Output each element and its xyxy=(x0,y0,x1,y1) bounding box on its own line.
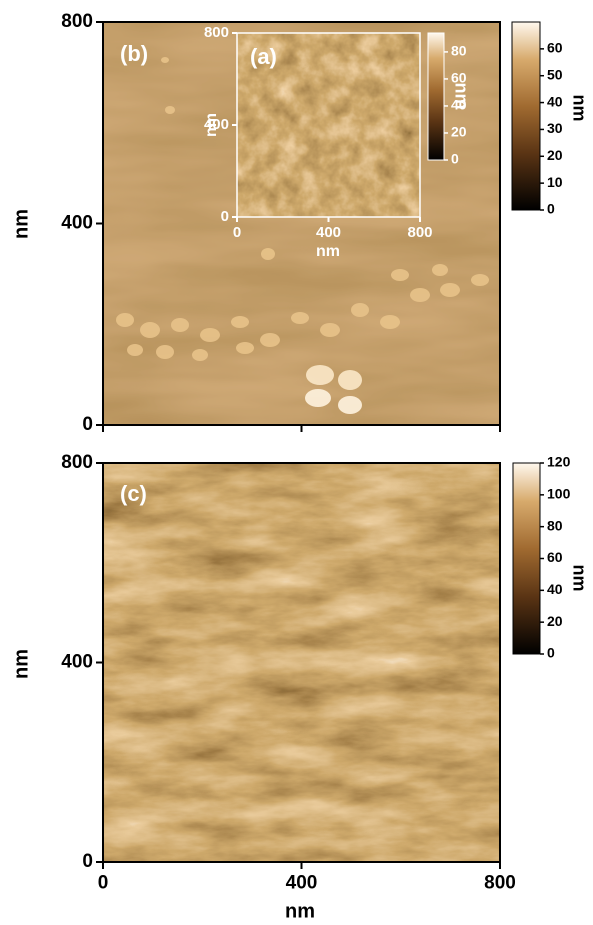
colorbar-tick-label: 100 xyxy=(547,486,571,502)
colorbar-tick-label: 50 xyxy=(547,66,563,82)
colorbar-tick-label: 120 xyxy=(547,454,571,470)
y-tick-label: 400 xyxy=(61,652,93,673)
x-tick-label: 800 xyxy=(407,224,432,241)
colorbar-tick-label: 0 xyxy=(451,151,459,167)
surface-image xyxy=(103,463,500,862)
y-tick-label: 0 xyxy=(82,414,93,435)
panel-label: (b) xyxy=(120,41,148,66)
panel-c: (c) 0 400 800 0 400 800 nm nm 0 20 40 60 80 100 120 nm xyxy=(10,452,589,922)
y-tick-label: 800 xyxy=(61,11,93,32)
colorbar-tick-label: 80 xyxy=(451,43,467,59)
y-tick-label: 0 xyxy=(221,208,229,225)
colorbar xyxy=(511,21,541,211)
x-tick-label: 400 xyxy=(316,224,341,241)
colorbar-tick-label: 40 xyxy=(451,97,467,113)
colorbar-tick-label: 20 xyxy=(547,147,563,163)
x-tick-label: 400 xyxy=(286,872,318,893)
colorbar-tick-label: 20 xyxy=(547,613,563,629)
colorbar-tick-label: 30 xyxy=(547,120,563,136)
x-tick-label: 800 xyxy=(484,872,516,893)
x-axis-label: nm xyxy=(285,900,315,922)
y-tick-label: 800 xyxy=(204,24,229,41)
y-tick-label: 400 xyxy=(61,213,93,234)
colorbar-tick-label: 40 xyxy=(547,93,563,109)
colorbar-tick-label: 0 xyxy=(547,645,555,661)
panel-a: (a) 0 400 800 0 400 800 nm nm 0 20 40 60 80 nm xyxy=(203,24,471,260)
panel-label: (a) xyxy=(250,44,277,69)
colorbar-tick-label: 60 xyxy=(451,70,467,86)
colorbar xyxy=(427,32,445,161)
panel-label: (c) xyxy=(120,481,147,506)
colorbar-label: nm xyxy=(451,83,471,110)
y-tick-label: 400 xyxy=(204,116,229,133)
colorbar-label: nm xyxy=(569,95,589,122)
colorbar-tick-label: 60 xyxy=(547,549,563,565)
y-axis-label: nm xyxy=(203,113,220,137)
colorbar xyxy=(512,462,541,655)
colorbar-tick-label: 0 xyxy=(547,201,555,217)
surface-image xyxy=(237,33,420,217)
x-tick-label: 0 xyxy=(98,872,109,893)
colorbar-tick-label: 80 xyxy=(547,517,563,533)
y-tick-label: 0 xyxy=(82,851,93,872)
x-tick-label: 0 xyxy=(233,224,241,241)
colorbar-tick-label: 60 xyxy=(547,40,563,56)
surface-features xyxy=(116,57,489,414)
colorbar-tick-label: 10 xyxy=(547,174,563,190)
y-tick-label: 800 xyxy=(61,452,93,473)
colorbar-tick-label: 40 xyxy=(547,581,563,597)
colorbar-label: nm xyxy=(569,565,589,592)
x-axis-label: nm xyxy=(316,243,340,260)
colorbar-tick-label: 20 xyxy=(451,124,467,140)
y-axis-label: nm xyxy=(10,209,32,239)
y-axis-label: nm xyxy=(10,649,32,679)
